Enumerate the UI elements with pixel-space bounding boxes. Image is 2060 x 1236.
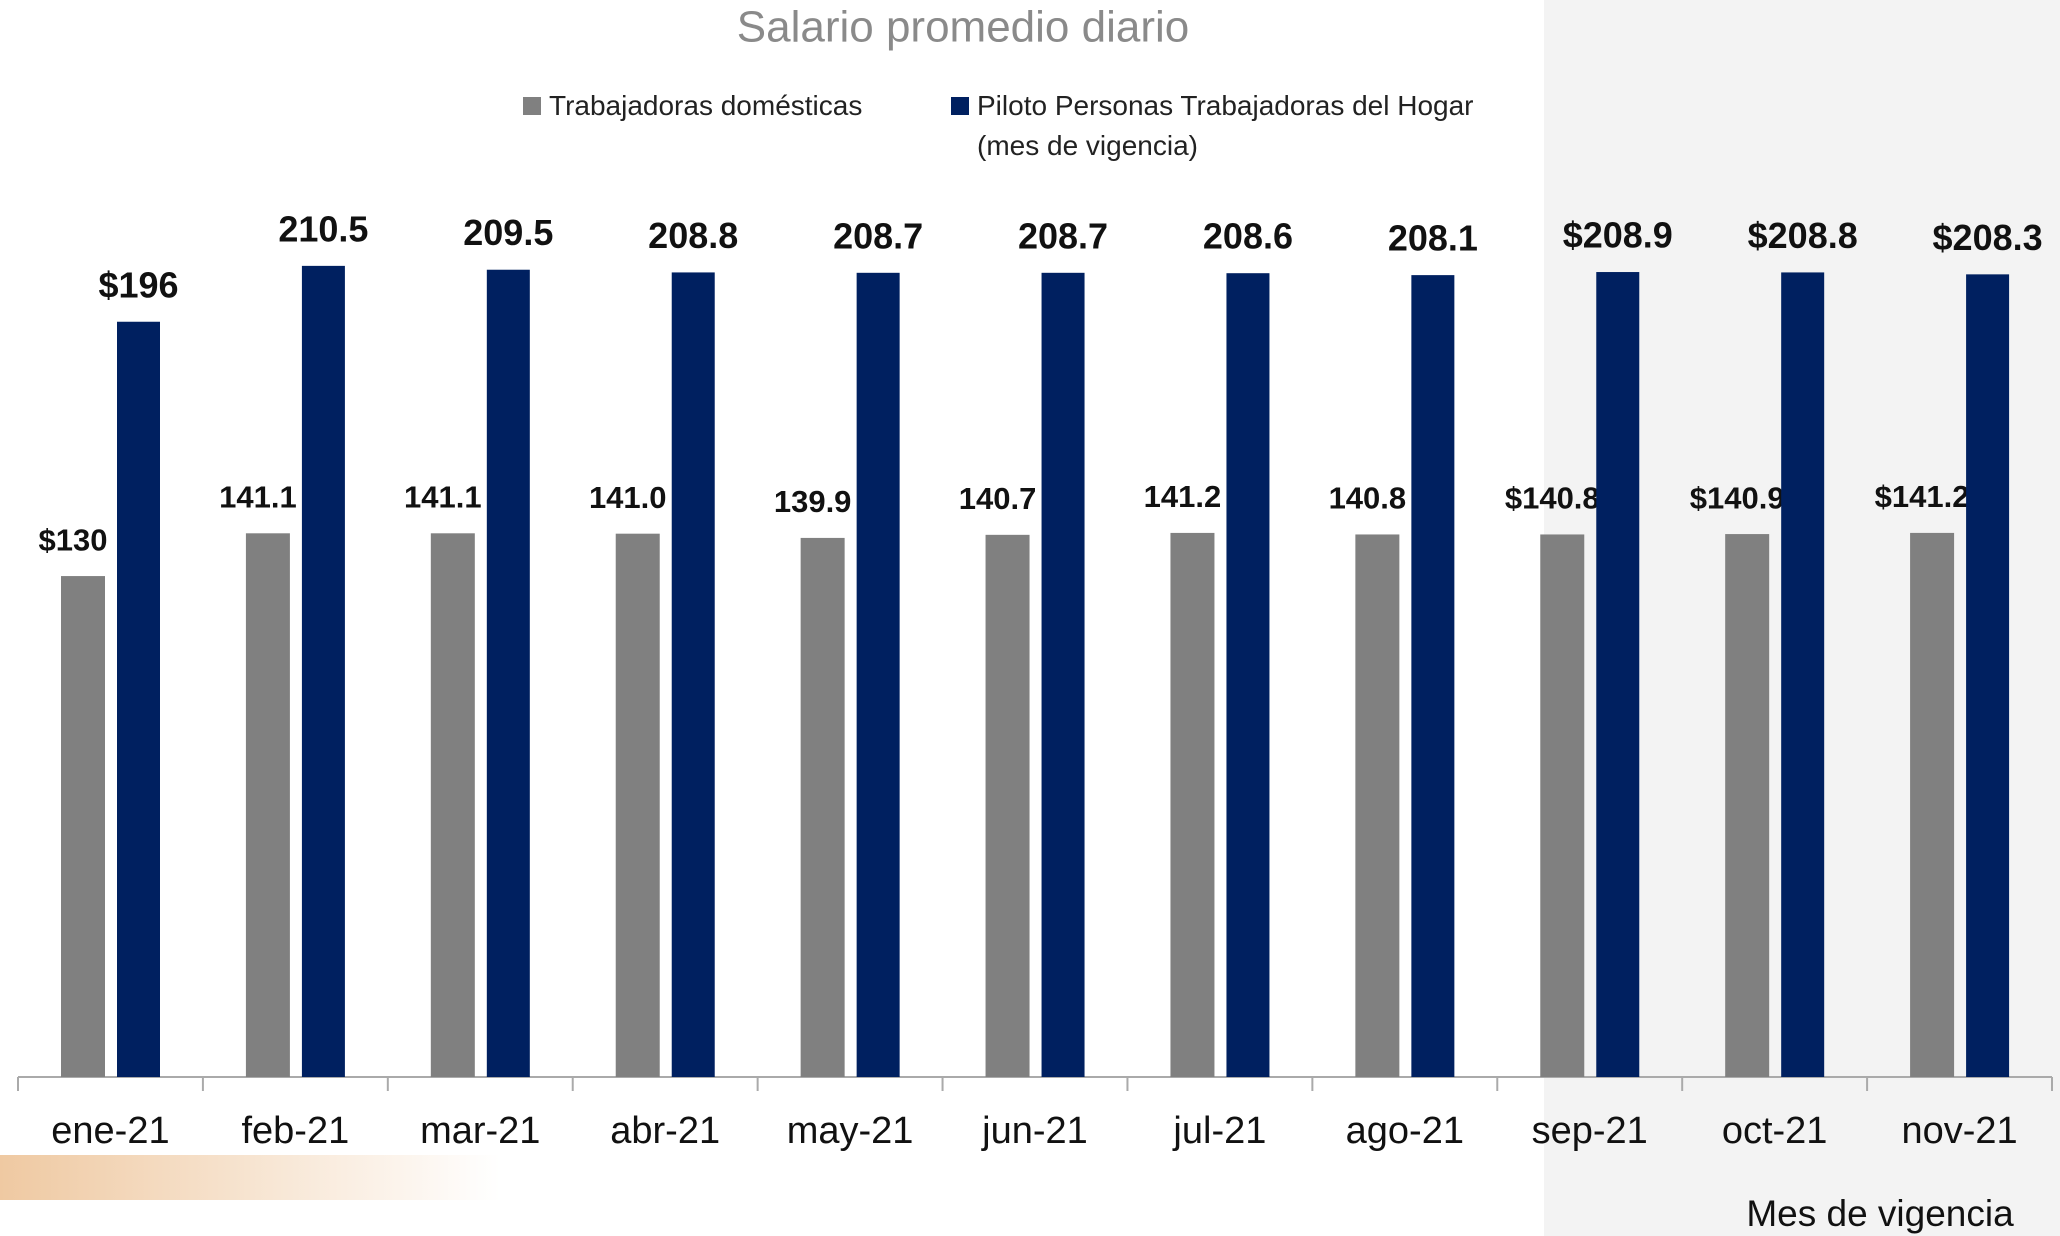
- bar: [856, 272, 900, 1077]
- bar: [430, 533, 475, 1077]
- bar: [301, 265, 345, 1078]
- chart-title: Salario promedio diario: [737, 3, 1189, 52]
- data-label: 208.6: [1203, 216, 1293, 257]
- x-tick-label: nov-21: [1901, 1110, 2017, 1152]
- data-label: 140.7: [959, 481, 1037, 516]
- bar: [1411, 275, 1455, 1077]
- x-tick-label: mar-21: [420, 1110, 540, 1152]
- x-tick-label: abr-21: [610, 1110, 720, 1152]
- bar: [800, 537, 845, 1077]
- bar: [1540, 534, 1585, 1077]
- legend-swatch: [523, 97, 541, 115]
- bar: [1596, 272, 1640, 1077]
- data-label: 141.1: [404, 479, 482, 514]
- bar: [671, 272, 715, 1077]
- data-label: $140.9: [1690, 480, 1785, 515]
- data-label: $208.3: [1933, 217, 2043, 258]
- bar: [117, 321, 160, 1077]
- bar: [615, 533, 660, 1077]
- bar: [1781, 272, 1825, 1077]
- data-label: 140.8: [1329, 481, 1407, 516]
- x-tick-label: ago-21: [1346, 1110, 1464, 1152]
- x-tick-label: oct-21: [1722, 1110, 1828, 1152]
- x-tick-label: sep-21: [1532, 1110, 1648, 1152]
- data-label: 208.7: [833, 215, 923, 256]
- bar: [1170, 532, 1215, 1077]
- data-label: 141.2: [1144, 479, 1222, 514]
- data-label: $130: [39, 522, 108, 557]
- data-label: $196: [98, 264, 178, 305]
- data-label: $141.2: [1875, 479, 1970, 514]
- legend-label: Trabajadoras domésticas: [549, 90, 863, 121]
- bar: [1226, 273, 1270, 1077]
- bar: [61, 576, 105, 1077]
- x-tick-label: ene-21: [51, 1110, 169, 1152]
- x-tick-label: jul-21: [1172, 1110, 1266, 1152]
- legend-item: Trabajadoras domésticas: [523, 86, 862, 126]
- data-label: 208.8: [648, 215, 738, 256]
- data-label: 141.1: [219, 479, 297, 514]
- bar: [1041, 272, 1085, 1077]
- legend-item: Piloto Personas Trabajadoras del Hogar (…: [951, 86, 1511, 166]
- data-label: 141.0: [589, 480, 667, 515]
- data-label: 208.1: [1388, 218, 1478, 259]
- decor-band: [0, 1155, 500, 1200]
- bar: [486, 269, 530, 1077]
- bar: [1966, 274, 2010, 1077]
- bar: [985, 534, 1030, 1077]
- legend-label: Piloto Personas Trabajadoras del Hogar (…: [977, 90, 1474, 161]
- bar: [1355, 534, 1400, 1077]
- bar: [1725, 534, 1770, 1077]
- data-label: $140.8: [1505, 481, 1600, 516]
- bar: [245, 533, 290, 1077]
- x-tick-label: jun-21: [981, 1110, 1088, 1152]
- data-label: $208.9: [1563, 215, 1673, 256]
- bar: [1910, 532, 1955, 1077]
- x-tick-label: feb-21: [241, 1110, 349, 1152]
- data-label: 208.7: [1018, 215, 1108, 256]
- data-label: 209.5: [463, 212, 553, 253]
- data-label: 139.9: [774, 484, 852, 519]
- x-tick-label: may-21: [787, 1110, 914, 1152]
- x-axis-label: Mes de vigencia: [1746, 1193, 2014, 1234]
- data-label: 210.5: [278, 208, 368, 249]
- legend-swatch: [951, 97, 969, 115]
- data-label: $208.8: [1748, 215, 1858, 256]
